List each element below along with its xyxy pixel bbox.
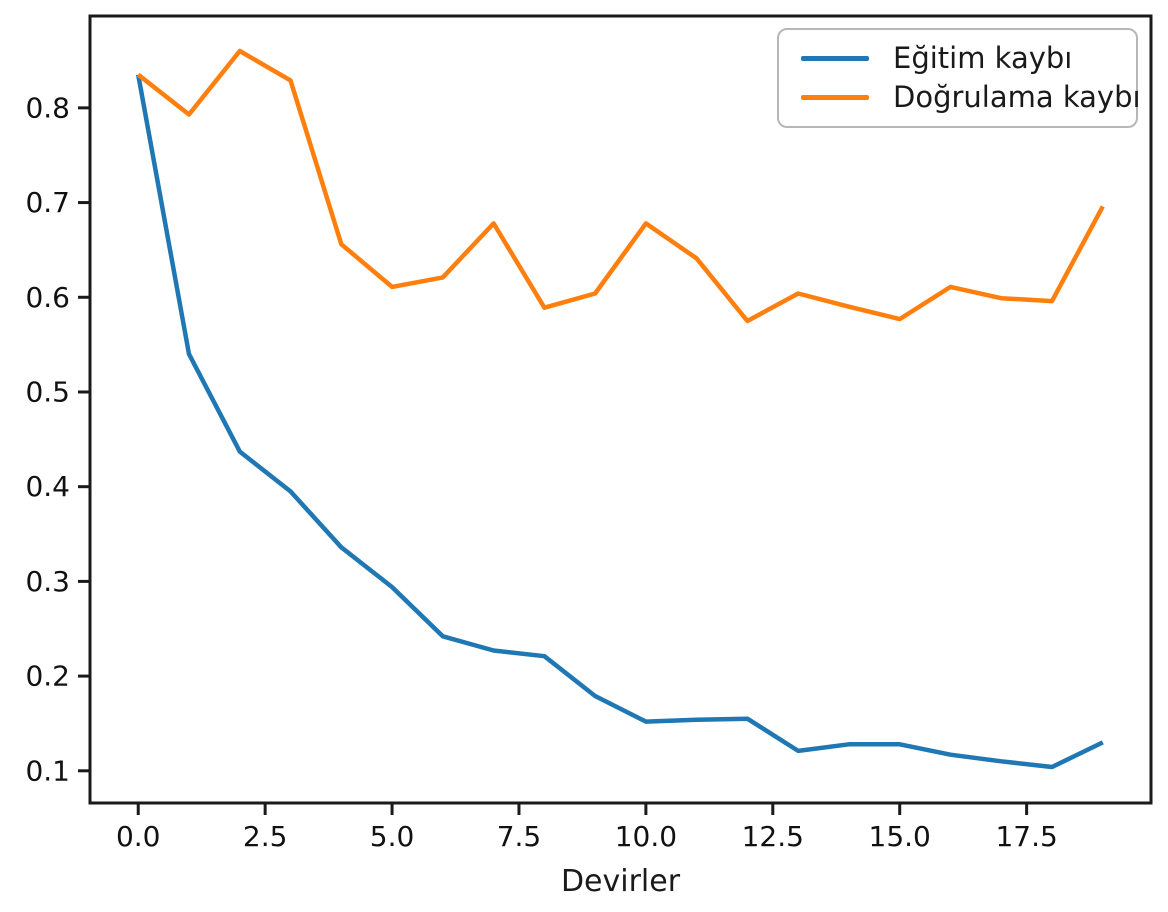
x-tick-label: 2.5	[243, 820, 288, 853]
x-tick-label: 5.0	[370, 820, 415, 853]
x-tick-label: 10.0	[615, 820, 677, 853]
x-tick-label: 7.5	[497, 820, 542, 853]
x-tick-label: 17.5	[995, 820, 1057, 853]
validation-loss-line-swatch	[801, 95, 869, 100]
y-tick-label: 0.4	[25, 470, 70, 503]
y-tick-label: 0.8	[25, 91, 70, 124]
y-tick-label: 0.2	[25, 660, 70, 693]
x-axis-label: Devirler	[560, 864, 681, 899]
x-tick-label: 0.0	[116, 820, 161, 853]
axes-spines	[88, 14, 1153, 805]
legend-label-training-loss: Eğitim kaybı	[893, 41, 1073, 75]
training-loss-line-swatch	[801, 56, 869, 61]
legend-item-training-loss: Eğitim kaybı	[801, 44, 1126, 73]
legend-label-validation-loss: Doğrulama kaybı	[893, 80, 1141, 114]
training-loss-line	[135, 74, 1104, 770]
y-tick-label: 0.7	[25, 186, 70, 219]
y-tick-label: 0.1	[25, 754, 70, 787]
legend: Eğitim kaybı Doğrulama kaybı	[777, 28, 1141, 128]
y-tick-label: 0.6	[25, 281, 70, 314]
legend-item-validation-loss: Doğrulama kaybı	[801, 83, 1141, 112]
validation-loss-line	[136, 48, 1105, 324]
y-tick-label: 0.3	[25, 565, 70, 598]
x-tick-label: 12.5	[742, 820, 804, 853]
y-tick-label: 0.5	[25, 375, 70, 408]
x-tick-label: 15.0	[869, 820, 931, 853]
